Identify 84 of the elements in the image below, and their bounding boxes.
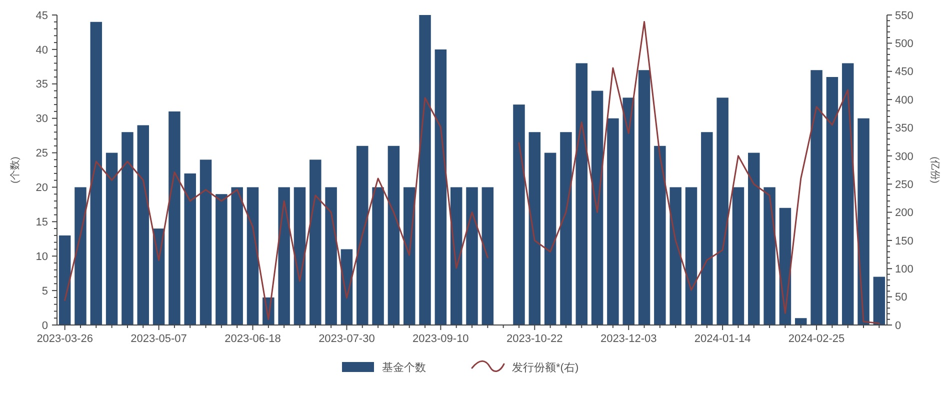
bar: [622, 98, 634, 325]
bar: [528, 132, 541, 325]
bar: [419, 15, 431, 325]
y-tick-label: 45: [36, 10, 48, 22]
y-tick-label: 20: [36, 182, 48, 194]
x-tick-label: 2024-02-25: [788, 333, 845, 345]
bar: [685, 187, 698, 325]
bar: [826, 77, 838, 325]
y2-tick-label: 50: [895, 292, 908, 304]
y2-axis-title: (亿份): [929, 156, 940, 184]
legend-label: 基金个数: [382, 360, 426, 374]
bar: [152, 228, 165, 325]
bar: [200, 160, 212, 325]
bar: [372, 187, 384, 325]
y-tick-label: 15: [36, 216, 48, 229]
x-tick-label: 2023-07-30: [318, 333, 375, 345]
y2-tick-label: 450: [895, 66, 914, 78]
bar: [591, 90, 604, 325]
bar: [74, 187, 86, 325]
bar: [356, 146, 368, 325]
bar: [794, 318, 807, 325]
y-tick-label: 0: [42, 320, 48, 332]
bar: [466, 187, 478, 325]
bar: [482, 187, 494, 325]
x-tick-label: 2023-10-22: [506, 333, 563, 345]
y2-tick-label: 300: [895, 150, 914, 163]
bar: [716, 98, 728, 325]
bar: [184, 173, 196, 325]
y-tick-label: 30: [36, 113, 48, 126]
bar: [231, 187, 243, 325]
bar: [701, 132, 713, 325]
y-tick-label: 25: [36, 148, 48, 160]
y2-tick-label: 550: [895, 10, 914, 22]
bar: [403, 187, 416, 325]
bar: [58, 235, 71, 325]
y-tick-label: 5: [42, 285, 48, 298]
y2-tick-label: 150: [895, 235, 914, 248]
y-axis-title: (个数): [9, 156, 21, 184]
bar: [90, 22, 102, 325]
bar: [325, 187, 337, 325]
bar: [732, 187, 744, 325]
bar: [670, 187, 682, 325]
y2-tick-label: 500: [895, 38, 914, 50]
bar: [576, 63, 588, 325]
bar: [294, 187, 306, 325]
bar: [748, 152, 760, 325]
y2-tick-label: 350: [895, 122, 914, 135]
bar: [858, 118, 870, 325]
bar: [764, 187, 776, 325]
bar: [246, 187, 259, 325]
y-tick-label: 10: [36, 250, 48, 263]
y2-tick-label: 200: [895, 207, 914, 220]
x-tick-label: 2023-03-26: [36, 333, 93, 345]
x-tick-label: 2023-12-03: [600, 333, 657, 345]
bar: [278, 187, 290, 325]
bar: [607, 118, 619, 325]
bar: [450, 187, 462, 325]
x-tick-label: 2023-09-10: [412, 333, 469, 345]
bar: [216, 194, 228, 325]
bar: [513, 104, 525, 325]
bar: [544, 152, 556, 325]
y2-tick-label: 100: [895, 263, 914, 276]
bar: [560, 132, 572, 325]
bar: [810, 70, 822, 325]
bar: [137, 125, 150, 325]
bar: [310, 160, 322, 325]
bar: [842, 63, 854, 325]
y-tick-label: 35: [36, 78, 48, 91]
bar: [434, 49, 447, 325]
bar: [654, 146, 666, 325]
bar: [873, 276, 886, 325]
legend-label: 发行份额*(右): [512, 360, 579, 374]
bar: [168, 111, 180, 325]
y2-tick-label: 250: [895, 178, 914, 191]
y2-tick-label: 400: [895, 94, 914, 106]
y-tick-label: 40: [36, 44, 48, 56]
bar: [638, 70, 650, 325]
bar: [122, 132, 134, 325]
y2-tick-label: 0: [895, 320, 902, 332]
bar: [388, 146, 400, 325]
bar: [106, 152, 118, 325]
x-tick-label: 2024-01-14: [694, 333, 751, 345]
x-tick-label: 2023-06-18: [224, 333, 281, 345]
x-tick-label: 2023-05-07: [130, 333, 187, 345]
